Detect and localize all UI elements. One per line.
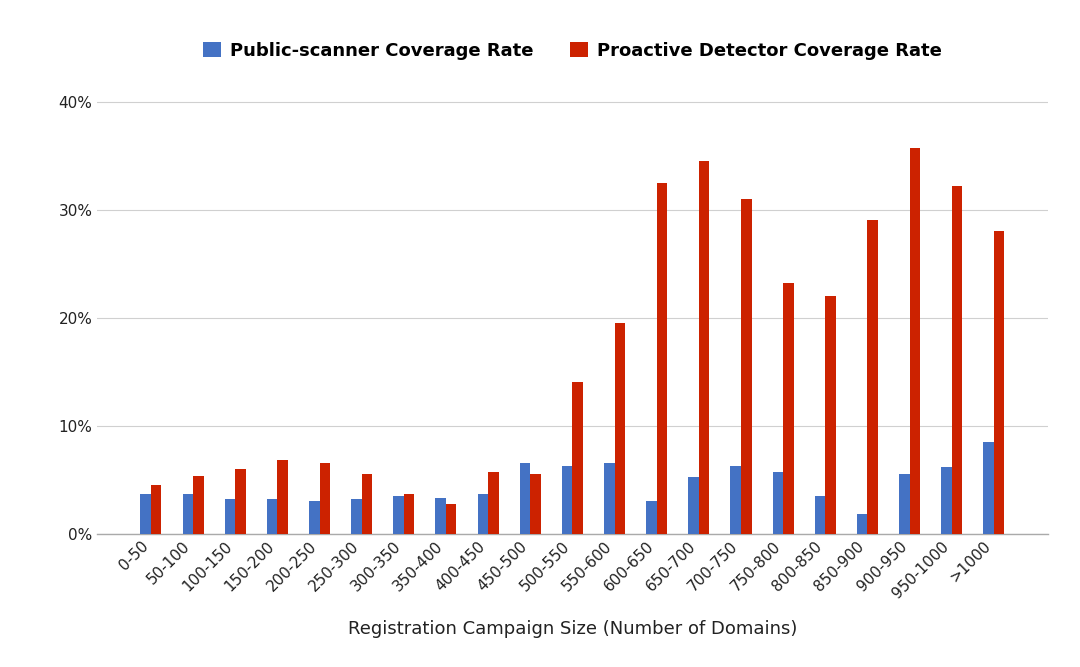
Bar (351, 499, 362, 534)
Bar (183, 494, 193, 534)
Bar (856, 514, 867, 534)
Bar (151, 485, 162, 534)
Bar (235, 469, 246, 534)
Bar (941, 467, 951, 534)
Bar (983, 442, 994, 534)
Bar (615, 323, 625, 534)
Bar (446, 504, 457, 534)
Bar (435, 498, 446, 534)
Bar (783, 283, 794, 534)
Bar (699, 161, 710, 534)
Bar (393, 496, 404, 534)
Bar (899, 474, 909, 534)
Bar (646, 501, 657, 534)
Bar (193, 476, 204, 534)
Bar (867, 220, 878, 534)
Legend: Public-scanner Coverage Rate, Proactive Detector Coverage Rate: Public-scanner Coverage Rate, Proactive … (195, 35, 949, 67)
Bar (309, 501, 320, 534)
Bar (278, 460, 288, 534)
Bar (519, 464, 530, 534)
Bar (477, 494, 488, 534)
Bar (772, 472, 783, 534)
Bar (604, 464, 615, 534)
Bar (404, 494, 415, 534)
Bar (362, 474, 373, 534)
Bar (657, 183, 667, 534)
Bar (267, 499, 278, 534)
Bar (741, 199, 752, 534)
Bar (562, 466, 572, 534)
Bar (909, 148, 920, 534)
Bar (994, 231, 1004, 534)
Bar (572, 382, 583, 534)
Bar (530, 474, 541, 534)
Bar (951, 186, 962, 534)
Bar (140, 494, 151, 534)
Bar (488, 472, 499, 534)
X-axis label: Registration Campaign Size (Number of Domains): Registration Campaign Size (Number of Do… (348, 620, 797, 638)
Bar (320, 464, 330, 534)
Bar (814, 496, 825, 534)
Bar (688, 478, 699, 534)
Bar (730, 466, 741, 534)
Bar (225, 499, 235, 534)
Bar (825, 296, 836, 534)
